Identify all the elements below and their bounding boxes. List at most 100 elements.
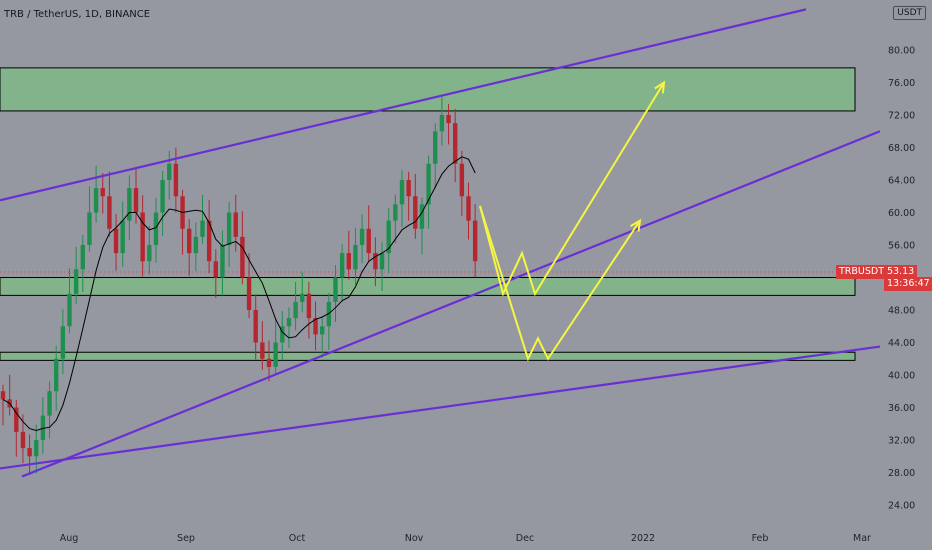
candle-body xyxy=(213,261,218,278)
candle-body xyxy=(100,188,105,197)
candle-body xyxy=(406,180,411,197)
candle-body xyxy=(300,293,305,302)
candle-body xyxy=(220,245,225,278)
candle-body xyxy=(359,228,365,245)
candle-body xyxy=(226,212,232,245)
candle-body xyxy=(93,188,99,213)
candle-body xyxy=(333,277,338,302)
candle-body xyxy=(353,245,358,270)
channel-trendline[interactable] xyxy=(0,8,807,202)
candle-body xyxy=(346,253,351,270)
projection-path[interactable] xyxy=(479,81,665,297)
candle-body xyxy=(20,431,26,449)
support-resistance-zone xyxy=(0,67,856,112)
support-resistance-zone xyxy=(0,351,856,361)
candle-body xyxy=(147,245,152,262)
candle-body xyxy=(379,253,385,270)
chart-title: TRB / TetherUS, 1D, BINANCE xyxy=(4,9,151,20)
y-tick-label: 48.00 xyxy=(888,306,915,317)
candle-body xyxy=(160,180,165,213)
x-tick-label: 2022 xyxy=(631,533,655,544)
candle-body xyxy=(433,131,438,164)
candle-body xyxy=(426,163,431,205)
candle-body xyxy=(47,391,52,416)
y-tick-label: 72.00 xyxy=(888,111,915,122)
candle-body xyxy=(206,220,212,262)
candle-body xyxy=(260,342,265,359)
y-tick-label: 68.00 xyxy=(888,143,915,154)
candle-body xyxy=(173,163,179,197)
candle-body xyxy=(393,204,398,221)
candle-body xyxy=(280,326,285,343)
x-tick-label: Oct xyxy=(289,533,306,544)
last-price-tag: 53.13 xyxy=(884,265,918,279)
candle-body xyxy=(446,115,451,124)
y-tick-label: 44.00 xyxy=(888,338,915,349)
candle-body xyxy=(453,123,458,164)
candle-body xyxy=(187,228,192,254)
candle-body xyxy=(286,318,292,327)
candle-body xyxy=(466,196,471,221)
candle-body xyxy=(273,342,278,367)
candle-body xyxy=(193,236,199,254)
candle-body xyxy=(200,220,205,237)
candle-body xyxy=(320,326,325,335)
y-tick-label: 64.00 xyxy=(888,176,915,187)
candle-body xyxy=(120,220,125,254)
countdown-tag: 13:36:47 xyxy=(884,277,932,291)
candle-body xyxy=(266,358,272,367)
candle-body xyxy=(73,269,79,294)
moving-average-line xyxy=(2,156,476,432)
arrow-head xyxy=(654,80,666,94)
candle-body xyxy=(373,253,378,270)
arrow-head xyxy=(629,218,642,232)
candle-body xyxy=(459,163,465,197)
y-tick-label: 56.00 xyxy=(888,241,915,252)
candle-body xyxy=(240,236,245,278)
symbol-tag: TRBUSDT xyxy=(836,265,888,279)
projection-path[interactable] xyxy=(479,205,641,362)
x-tick-label: Sep xyxy=(177,533,195,544)
x-tick-label: Feb xyxy=(752,533,769,544)
candle-body xyxy=(253,310,258,343)
x-tick-label: Dec xyxy=(516,533,534,544)
candle-body xyxy=(133,188,139,213)
candle-body xyxy=(366,228,371,254)
candle-body xyxy=(140,212,145,262)
currency-selector[interactable]: USDT xyxy=(893,6,926,20)
candle-body xyxy=(293,301,298,319)
x-tick-label: Aug xyxy=(60,533,79,544)
candle-body xyxy=(386,220,391,254)
candle-body xyxy=(167,163,172,180)
candle-body xyxy=(107,196,112,229)
candle-body xyxy=(413,196,418,229)
candle-body xyxy=(60,326,66,359)
candle-body xyxy=(439,115,445,132)
x-tick-label: Mar xyxy=(853,533,871,544)
candle-body xyxy=(113,228,119,254)
y-tick-label: 80.00 xyxy=(888,46,915,57)
candle-body xyxy=(246,277,252,310)
candle-body xyxy=(313,318,318,335)
y-tick-label: 36.00 xyxy=(888,403,915,414)
candle-body xyxy=(233,212,238,237)
candle-body xyxy=(306,293,312,319)
candle-body xyxy=(0,391,6,400)
candle-body xyxy=(419,204,425,229)
y-tick-label: 32.00 xyxy=(888,436,915,447)
channel-trendline[interactable] xyxy=(0,345,881,470)
candle-body xyxy=(339,253,345,278)
candle-body xyxy=(54,358,59,392)
candle-body xyxy=(399,180,405,205)
candle-body xyxy=(472,220,478,262)
y-tick-label: 60.00 xyxy=(888,208,915,219)
x-tick-label: Nov xyxy=(405,533,424,544)
y-tick-label: 76.00 xyxy=(888,78,915,89)
candle-body xyxy=(153,212,159,245)
candle-body xyxy=(27,448,32,457)
y-tick-label: 28.00 xyxy=(888,468,915,479)
candle-body xyxy=(40,415,46,440)
y-tick-label: 24.00 xyxy=(888,501,915,512)
channel-trendline[interactable] xyxy=(21,130,881,478)
